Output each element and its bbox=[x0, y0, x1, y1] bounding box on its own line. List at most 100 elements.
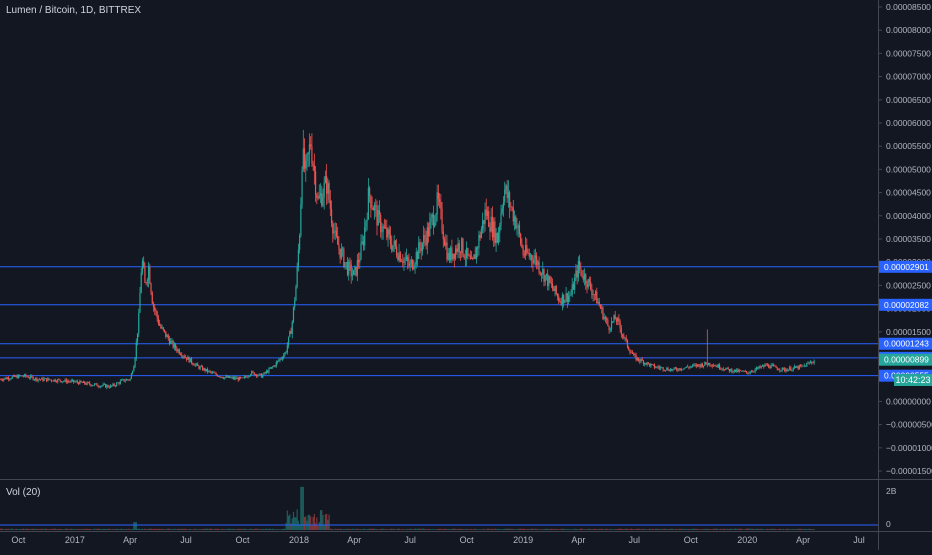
candle-body bbox=[382, 226, 384, 232]
candle-body bbox=[763, 365, 765, 367]
candle-body bbox=[101, 385, 103, 387]
volume-bar bbox=[231, 528, 233, 530]
candle-body bbox=[343, 248, 345, 267]
candle-body bbox=[192, 363, 194, 365]
candle-body bbox=[656, 366, 658, 368]
volume-bar bbox=[324, 514, 327, 530]
volume-bar bbox=[750, 528, 753, 530]
candle-body bbox=[125, 379, 128, 381]
volume-bar bbox=[356, 528, 358, 530]
candle-body bbox=[457, 243, 459, 252]
candle-body bbox=[75, 381, 77, 382]
volume-bar bbox=[159, 528, 161, 530]
volume-bar bbox=[531, 528, 533, 530]
candle-body bbox=[36, 377, 38, 381]
candle-body bbox=[678, 368, 680, 371]
volume-bar bbox=[366, 529, 368, 530]
candle-body bbox=[238, 377, 241, 381]
volume-bar bbox=[163, 529, 166, 530]
candle-body bbox=[732, 371, 734, 373]
volume-bar bbox=[113, 529, 115, 530]
candle-body bbox=[284, 352, 286, 356]
volume-bar bbox=[25, 528, 27, 530]
candle-body bbox=[426, 227, 428, 246]
volume-bar bbox=[571, 529, 573, 530]
candle-body bbox=[397, 255, 399, 261]
candle-body bbox=[429, 221, 431, 237]
volume-bar bbox=[290, 523, 292, 530]
volume-bar bbox=[453, 528, 455, 530]
candle-body bbox=[276, 360, 279, 363]
volume-bar bbox=[107, 528, 109, 530]
volume-bar bbox=[183, 528, 185, 530]
volume-bar bbox=[11, 528, 13, 530]
volume-bar bbox=[60, 528, 62, 530]
candle-body bbox=[723, 369, 726, 371]
candle-body bbox=[590, 281, 592, 290]
volume-bar bbox=[440, 528, 442, 530]
candle-body bbox=[291, 321, 293, 334]
volume-bar bbox=[753, 529, 755, 530]
volume-bar bbox=[259, 529, 261, 530]
candle-body bbox=[606, 318, 608, 321]
volume-bar bbox=[792, 528, 794, 530]
candle-body bbox=[37, 379, 39, 381]
candle-body bbox=[330, 208, 333, 224]
candle-body bbox=[684, 367, 686, 369]
volume-bar bbox=[490, 528, 492, 530]
candle-body bbox=[554, 285, 556, 292]
volume-bar bbox=[103, 528, 105, 530]
candle-body bbox=[400, 261, 403, 262]
candle-body bbox=[505, 185, 507, 190]
volume-bar bbox=[644, 528, 646, 530]
candle-body bbox=[635, 355, 637, 361]
volume-bar bbox=[813, 528, 815, 530]
level-price-label: 0.00002082 bbox=[884, 300, 929, 310]
volume-bar bbox=[441, 529, 443, 530]
candle-body bbox=[316, 194, 318, 199]
volume-bar bbox=[655, 528, 657, 530]
volume-bar bbox=[606, 528, 608, 530]
volume-bar bbox=[65, 528, 67, 530]
volume-bar bbox=[699, 529, 701, 530]
candle-body bbox=[458, 243, 460, 252]
candle-body bbox=[738, 370, 740, 372]
volume-bar bbox=[780, 529, 782, 530]
volume-bar bbox=[427, 529, 430, 530]
volume-bar bbox=[631, 529, 634, 530]
candle-body bbox=[727, 367, 729, 370]
volume-bar bbox=[262, 528, 264, 530]
volume-bar bbox=[648, 528, 651, 530]
volume-bar bbox=[442, 528, 444, 530]
candle-body bbox=[252, 371, 254, 373]
volume-bar bbox=[23, 529, 26, 530]
candle-body bbox=[384, 227, 387, 229]
candle-body bbox=[501, 208, 503, 214]
candle-body bbox=[537, 261, 539, 265]
candle-body bbox=[711, 365, 713, 367]
candle-body bbox=[299, 235, 301, 250]
volume-bar bbox=[246, 529, 248, 530]
y-tick-label: 0.00008500 bbox=[886, 2, 931, 12]
candle-body bbox=[598, 301, 600, 306]
volume-bar bbox=[409, 528, 411, 530]
volume-bar bbox=[314, 523, 317, 530]
candle-body bbox=[625, 337, 627, 340]
candle-body bbox=[771, 364, 773, 366]
candle-body bbox=[660, 367, 662, 369]
x-tick-label: Oct bbox=[460, 535, 475, 545]
volume-bar bbox=[727, 529, 729, 530]
candle-body bbox=[453, 253, 455, 259]
candle-body bbox=[295, 286, 297, 301]
candle-body bbox=[548, 276, 550, 286]
volume-bar bbox=[323, 524, 325, 530]
candle-body bbox=[481, 220, 484, 230]
candle-body bbox=[550, 282, 552, 284]
x-tick-label: Jul bbox=[180, 535, 192, 545]
volume-bar bbox=[615, 529, 618, 530]
volume-bar bbox=[527, 528, 529, 530]
volume-bar bbox=[623, 529, 625, 530]
candle-body bbox=[372, 208, 374, 211]
